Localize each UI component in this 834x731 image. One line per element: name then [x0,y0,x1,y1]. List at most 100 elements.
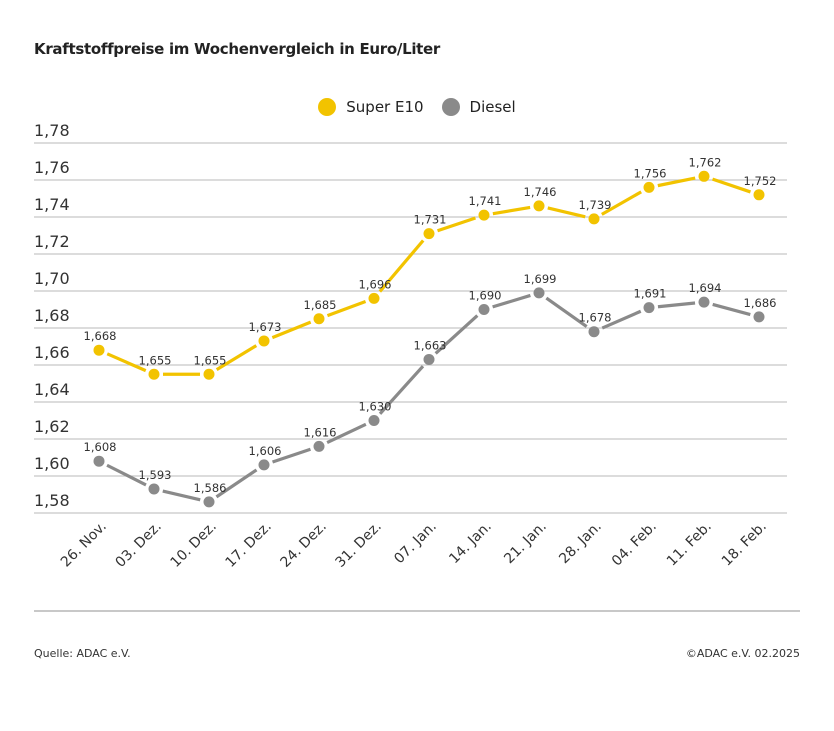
data-point [643,302,655,314]
y-tick-label: 1,68 [34,306,70,325]
data-label: 1,685 [304,298,337,312]
data-label: 1,630 [359,400,392,414]
x-tick-label: 04. Feb. [609,519,660,570]
x-tick-label: 07. Jan. [391,519,440,568]
data-point [643,181,655,193]
data-point [478,209,490,221]
series-line-segment [106,463,147,487]
data-point [203,496,215,508]
series-line-segment [657,176,696,188]
series-line-segment [434,314,479,355]
y-tick-label: 1,78 [34,121,70,140]
data-point [533,200,545,212]
data-point [93,455,105,467]
y-tick-label: 1,70 [34,269,70,288]
series-line-segment [712,177,751,194]
data-label: 1,673 [249,320,282,334]
data-label: 1,739 [579,198,612,212]
data-point [753,311,765,323]
legend-item-super-e10: Super E10 [318,98,424,116]
series-line-segment [215,468,258,499]
series-line-segment [657,301,696,309]
series-line-segment [492,205,531,216]
data-label: 1,668 [84,329,117,343]
data-label: 1,691 [634,287,667,301]
legend-item-diesel: Diesel [441,98,516,116]
data-point [533,287,545,299]
data-point [753,189,765,201]
series-line-segment [601,309,642,330]
y-tick-label: 1,66 [34,343,70,362]
data-label: 1,686 [744,296,777,310]
y-tick-label: 1,62 [34,417,70,436]
y-tick-label: 1,76 [34,158,70,177]
x-tick-label: 17. Dez. [223,519,275,571]
x-tick-label: 28. Jan. [556,519,605,568]
data-point [258,459,270,471]
data-label: 1,699 [524,272,557,286]
data-point [368,292,380,304]
series-line-segment [272,447,311,464]
data-label: 1,655 [194,353,227,367]
data-label: 1,694 [689,281,722,295]
x-tick-label: 14. Jan. [446,519,495,568]
data-label: 1,608 [84,440,117,454]
data-label: 1,663 [414,338,447,352]
divider [34,610,800,612]
y-tick-label: 1,64 [34,380,70,399]
legend-label: Super E10 [346,98,424,116]
chart-title: Kraftstoffpreise im Wochenvergleich in E… [34,40,441,58]
series-line-segment [326,300,367,318]
data-point [368,415,380,426]
data-point [258,335,270,347]
data-point [93,344,105,356]
data-label: 1,606 [249,444,282,458]
source-note: Quelle: ADAC e.V. [34,647,131,660]
data-point [698,296,710,308]
data-label: 1,752 [744,174,777,188]
x-tick-label: 10. Dez. [168,519,220,571]
x-tick-label: 31. Dez. [333,519,385,571]
data-point [313,440,325,452]
y-tick-label: 1,74 [34,195,70,214]
data-point [588,213,600,225]
data-label: 1,731 [414,213,447,227]
data-point [423,228,435,240]
y-tick-label: 1,72 [34,232,70,251]
legend: Super E10 Diesel [0,98,834,116]
data-label: 1,593 [139,468,172,482]
series-line-segment [106,352,147,373]
data-point [203,368,215,380]
series-line-segment [378,365,425,415]
data-point [478,304,490,315]
x-tick-label: 24. Dez. [278,519,330,571]
series-line-segment [326,422,367,445]
data-label: 1,741 [469,194,502,208]
series-line-segment [215,344,258,371]
y-tick-label: 1,58 [34,491,70,510]
data-point [588,326,600,338]
data-point [313,313,325,325]
data-label: 1,678 [579,311,612,325]
x-tick-label: 21. Jan. [501,519,550,568]
data-label: 1,690 [469,289,502,303]
series-line-segment [378,239,425,293]
series-line-segment [271,320,312,340]
series-line-segment [545,296,588,328]
legend-label: Diesel [469,98,516,116]
series-line-segment [437,216,476,233]
data-point [148,483,160,495]
x-tick-label: 26. Nov. [58,519,110,571]
data-label: 1,655 [139,353,172,367]
x-tick-label: 03. Dez. [113,519,165,571]
data-label: 1,756 [634,166,667,180]
series-line-segment [162,489,201,502]
y-tick-label: 1,60 [34,454,70,473]
series-line-segment [601,190,642,216]
series-line-segment [712,302,751,317]
data-label: 1,746 [524,185,557,199]
data-label: 1,762 [689,155,722,169]
x-tick-label: 18. Feb. [719,519,770,570]
series-line-segment [492,293,531,309]
